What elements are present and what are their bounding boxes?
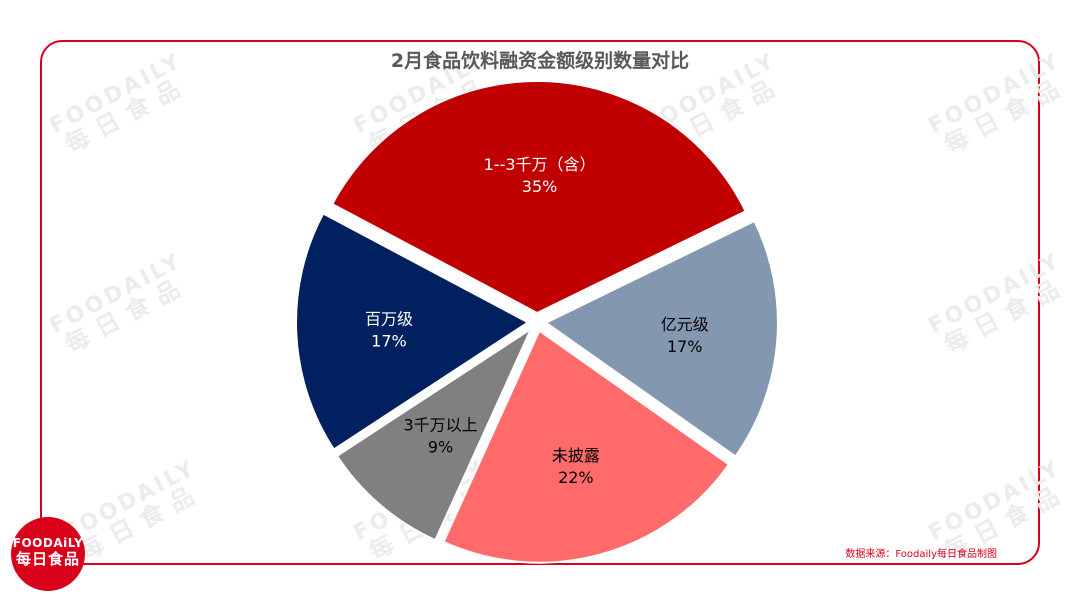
slice-undisclosed [442, 329, 731, 564]
foodaily-logo: FOODAiLY 每日食品 [11, 517, 85, 591]
chart-frame [40, 40, 1040, 565]
chart-title: 2月食品饮料融资金额级别数量对比 [390, 50, 690, 72]
slice-label: 3千万以上 [403, 416, 477, 435]
slice-1-3kw [330, 80, 748, 315]
slice-3kw-plus [335, 326, 534, 542]
slice-label: 1--3千万（含） [484, 155, 596, 174]
slice-percent-label: 22% [558, 468, 594, 487]
source-note: 数据来源：Foodaily每日食品制图 [845, 549, 997, 560]
slice-percent-label: 17% [371, 332, 407, 351]
slice-baiwan [295, 212, 530, 451]
slice-percent-label: 35% [522, 177, 558, 196]
slice-yiyuan [544, 219, 779, 458]
slice-label: 未披露 [552, 446, 600, 465]
slice-label: 亿元级 [661, 315, 709, 334]
slice-label: 百万级 [365, 310, 413, 329]
slice-percent-label: 9% [428, 438, 453, 457]
slice-percent-label: 17% [667, 337, 703, 356]
